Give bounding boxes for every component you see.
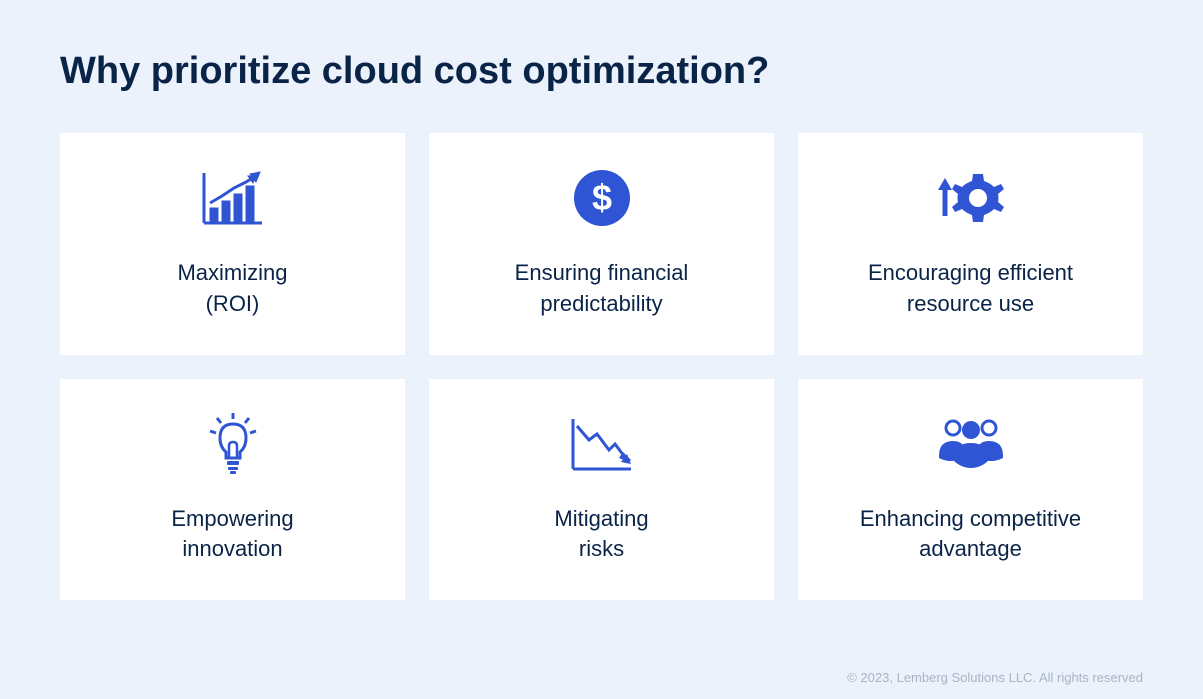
card-label: Enhancing competitive advantage [860,504,1081,566]
lightbulb-icon [203,409,263,479]
card-competitive-advantage: Enhancing competitive advantage [798,379,1143,601]
gear-arrow-icon [933,163,1008,233]
card-efficient-resource-use: Encouraging efficient resource use [798,133,1143,355]
team-icon [931,409,1011,479]
card-label: Empowering innovation [171,504,293,566]
card-label: Ensuring financial predictability [515,258,689,320]
card-financial-predictability: $ Ensuring financial predictability [429,133,774,355]
page-title: Why prioritize cloud cost optimization? [60,50,1143,93]
card-empowering-innovation: Empowering innovation [60,379,405,601]
growth-chart-icon [198,163,268,233]
card-mitigating-risks: Mitigating risks [429,379,774,601]
copyright-footer: © 2023, Lemberg Solutions LLC. All right… [847,670,1143,685]
card-label: Encouraging efficient resource use [868,258,1073,320]
card-label: Mitigating risks [554,504,648,566]
decline-chart-icon [567,409,637,479]
svg-text:$: $ [591,177,611,218]
card-grid: Maximizing (ROI) $ Ensuring financial pr… [60,133,1143,600]
card-maximizing-roi: Maximizing (ROI) [60,133,405,355]
card-label: Maximizing (ROI) [177,258,287,320]
dollar-circle-icon: $ [572,163,632,233]
